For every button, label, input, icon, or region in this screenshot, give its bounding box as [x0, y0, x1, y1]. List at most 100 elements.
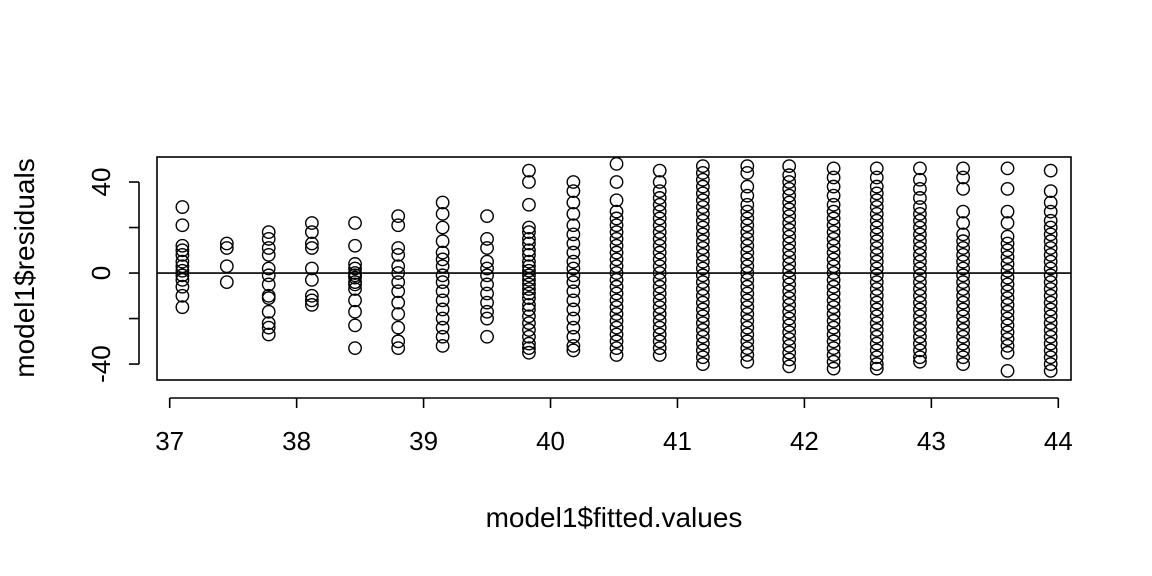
x-tick-label: 44	[1044, 426, 1073, 456]
data-point	[869, 227, 884, 242]
x-tick-label: 40	[536, 426, 565, 456]
data-point	[304, 293, 319, 308]
data-point	[175, 218, 190, 233]
data-point	[175, 279, 190, 294]
data-point	[782, 298, 797, 312]
point-column	[826, 161, 841, 376]
data-point	[1043, 261, 1058, 276]
data-point	[391, 307, 406, 321]
data-point	[913, 309, 927, 324]
data-point	[304, 288, 319, 303]
data-point	[695, 159, 710, 174]
data-point	[435, 268, 450, 283]
data-point	[782, 175, 797, 189]
data-point	[869, 350, 884, 365]
data-point	[435, 234, 450, 249]
data-point	[913, 227, 927, 242]
data-point	[782, 229, 797, 244]
data-point	[480, 329, 494, 344]
data-point	[522, 341, 536, 356]
data-point	[480, 304, 494, 319]
data-point	[391, 241, 406, 255]
data-point	[480, 241, 494, 255]
data-point	[740, 320, 755, 335]
data-point	[826, 300, 841, 315]
data-point	[869, 186, 884, 201]
data-point	[826, 204, 841, 219]
data-point	[609, 334, 624, 349]
data-point	[566, 236, 581, 251]
data-point	[480, 232, 494, 246]
data-point	[304, 241, 319, 255]
data-point	[869, 268, 884, 283]
data-point	[695, 179, 710, 194]
data-point	[175, 247, 190, 262]
data-point	[480, 254, 494, 269]
data-point	[956, 350, 970, 365]
data-point	[566, 184, 581, 199]
data-point	[740, 204, 755, 219]
data-point	[435, 329, 450, 344]
data-point	[609, 193, 624, 208]
data-point	[869, 329, 884, 344]
data-point	[956, 295, 970, 310]
data-point	[566, 254, 581, 269]
data-point	[826, 179, 841, 194]
point-column	[869, 161, 884, 376]
data-point	[782, 188, 797, 203]
data-point	[609, 252, 624, 267]
data-point	[956, 170, 970, 185]
data-point	[826, 252, 841, 267]
data-point	[869, 309, 884, 324]
data-point	[869, 357, 884, 371]
data-point	[782, 345, 797, 360]
data-point	[695, 200, 710, 214]
data-point	[826, 313, 841, 328]
data-point	[566, 302, 581, 317]
data-point	[913, 350, 927, 365]
y-axis-label: model1$residuals	[9, 158, 40, 377]
data-point	[826, 188, 841, 203]
data-point	[1043, 163, 1058, 178]
data-point	[1043, 204, 1058, 219]
data-point	[956, 268, 970, 283]
data-point	[175, 268, 190, 283]
data-point	[782, 277, 797, 292]
point-column	[1043, 163, 1058, 378]
data-point	[480, 295, 494, 310]
data-point	[652, 252, 667, 267]
data-point	[609, 307, 624, 321]
data-point	[609, 211, 624, 226]
data-point	[826, 286, 841, 301]
data-point	[435, 302, 450, 317]
data-point	[913, 282, 927, 296]
y-tick-label: 40	[86, 168, 116, 197]
data-point	[652, 238, 667, 253]
data-point	[435, 275, 450, 290]
data-point	[652, 279, 667, 294]
data-point	[391, 247, 406, 262]
data-point	[175, 254, 190, 269]
data-point	[782, 222, 797, 237]
data-point	[1000, 161, 1015, 176]
data-point	[826, 341, 841, 356]
data-point	[869, 295, 884, 310]
data-point	[652, 197, 667, 212]
data-point	[175, 263, 190, 278]
data-point	[869, 200, 884, 214]
x-axis-label: model1$fitted.values	[486, 502, 743, 533]
data-point	[1043, 363, 1058, 378]
data-point	[913, 354, 927, 369]
data-point	[1043, 241, 1058, 255]
data-point	[480, 286, 494, 301]
data-point	[869, 275, 884, 290]
data-point	[522, 263, 536, 278]
data-point	[348, 293, 362, 308]
x-tick-label: 37	[155, 426, 184, 456]
data-point	[261, 291, 276, 305]
point-column	[219, 236, 234, 290]
data-point	[869, 288, 884, 303]
data-point	[391, 218, 406, 233]
data-point	[740, 166, 755, 180]
data-point	[1000, 236, 1015, 251]
